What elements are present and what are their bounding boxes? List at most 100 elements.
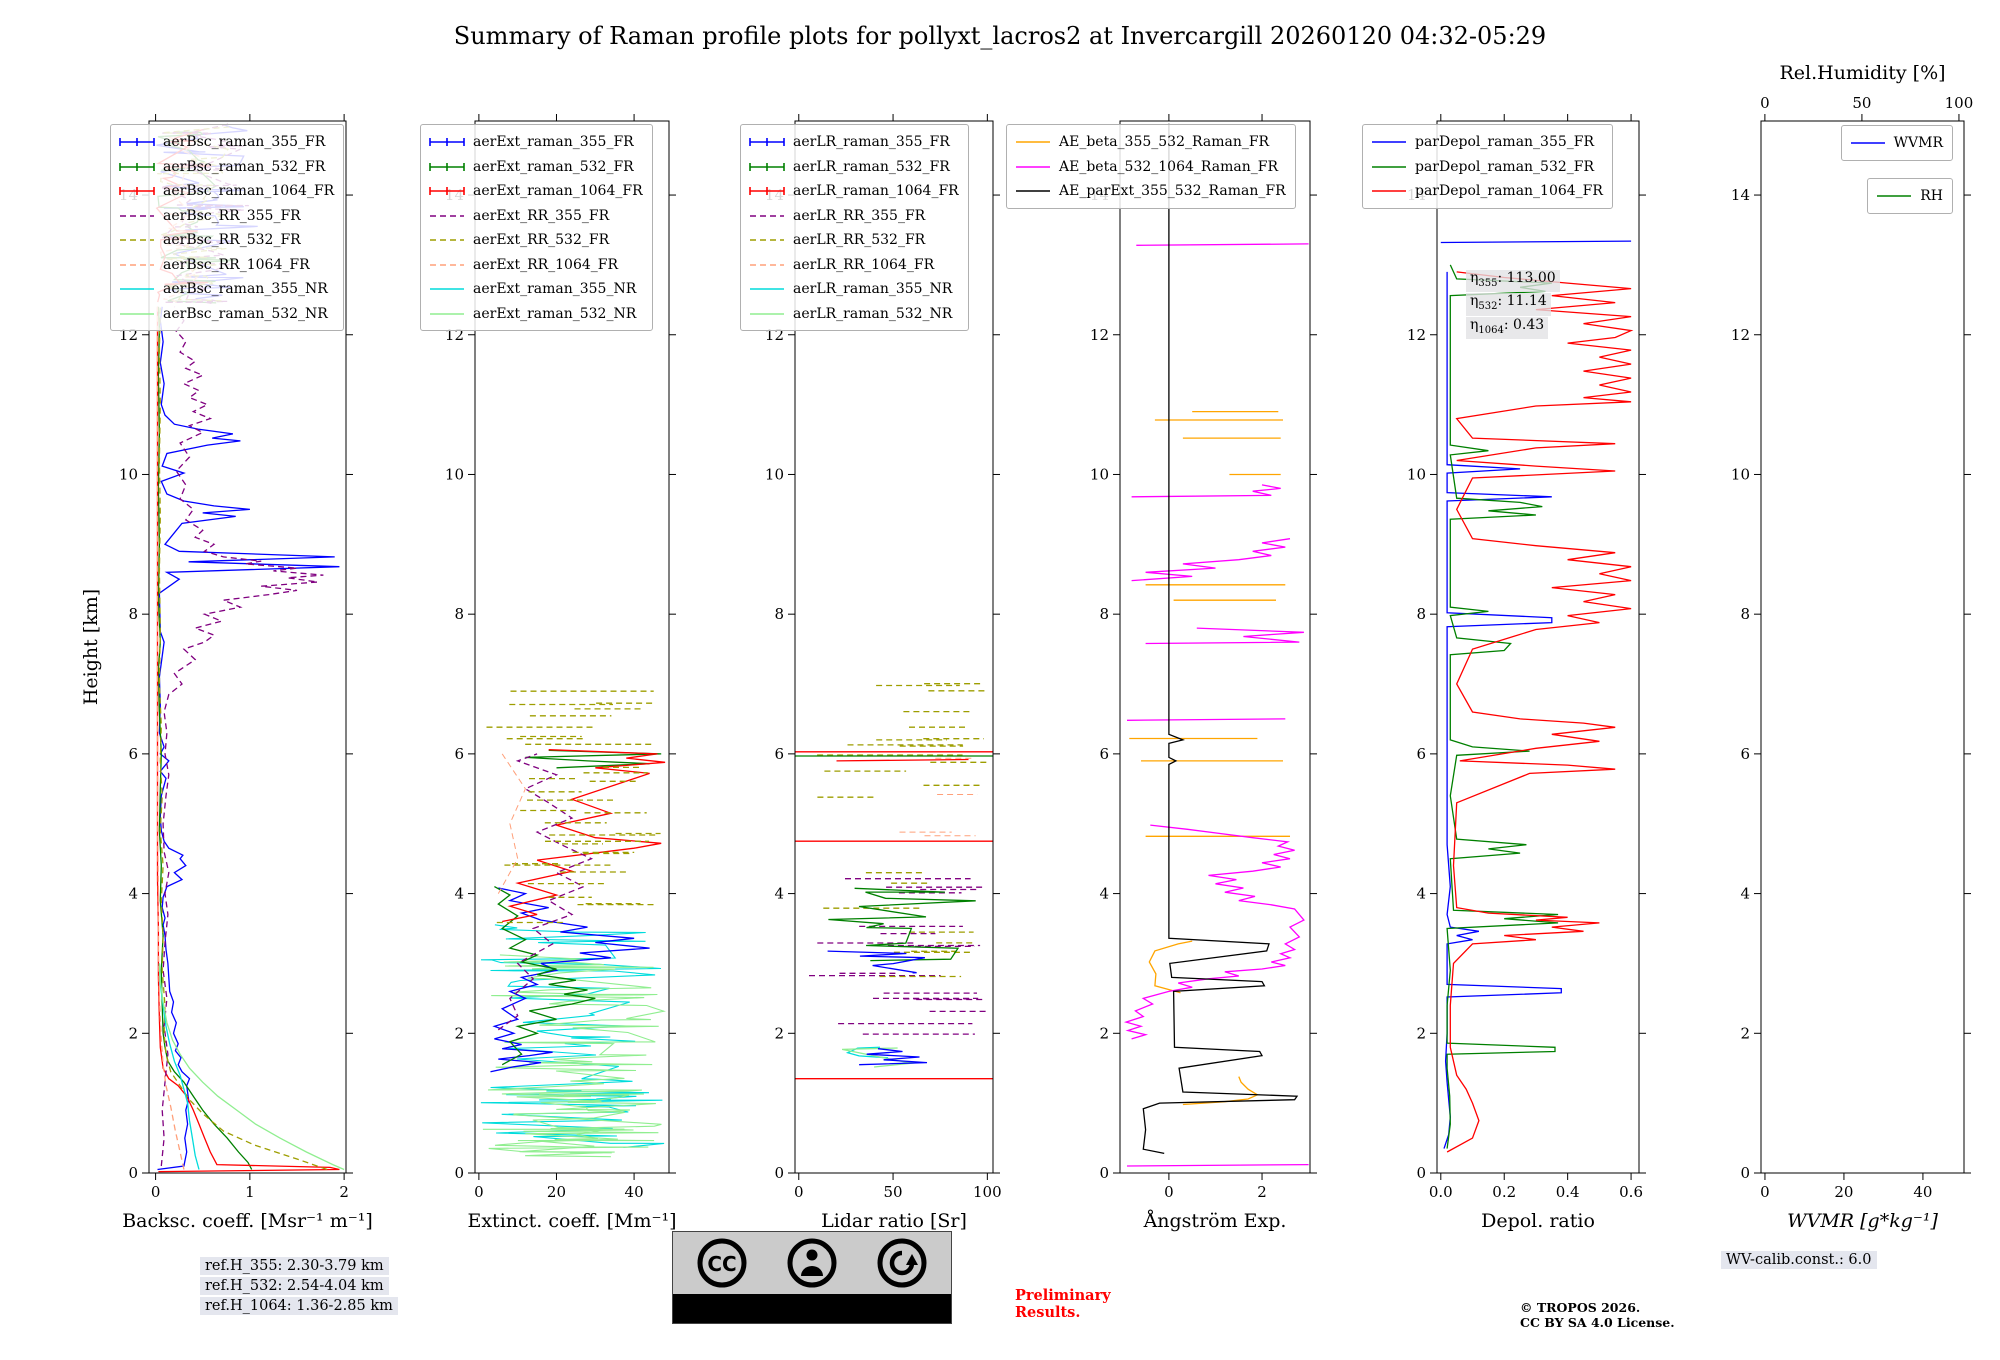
svg-text:0: 0	[1740, 1164, 1750, 1182]
svg-text:0: 0	[774, 1164, 784, 1182]
legend-entry: parDepol_raman_532_FR	[1370, 155, 1603, 180]
legend-line-sample	[1372, 190, 1406, 193]
svg-text:10: 10	[1407, 465, 1426, 483]
svg-text:8: 8	[128, 605, 138, 623]
legend-entry: aerExt_RR_355_FR	[428, 204, 643, 229]
legend-wvmr: RH	[1867, 178, 1953, 214]
svg-text:6: 6	[774, 745, 784, 763]
legend-label: AE_beta_355_532_Raman_FR	[1059, 134, 1270, 151]
svg-text:100: 100	[973, 1183, 1002, 1201]
svg-text:40: 40	[625, 1183, 644, 1201]
legend-lidar-ratio: aerLR_raman_355_FR aerLR_raman_532_FR aerL…	[740, 124, 969, 331]
legend-entry: WVMR	[1849, 131, 1943, 156]
legend-line-sample	[1850, 142, 1885, 145]
svg-text:2: 2	[1257, 1183, 1267, 1201]
legend-wvmr: WVMR	[1840, 125, 1953, 161]
series-aerLR_raman_532_FR	[795, 755, 993, 962]
svg-text:50: 50	[1852, 94, 1871, 112]
series-parDepol_raman_355_FR	[1440, 240, 1632, 1149]
axes-frame	[1119, 120, 1311, 1174]
legend-line-sample	[1372, 141, 1406, 144]
legend-line-sample	[749, 187, 785, 196]
svg-text:8: 8	[1740, 605, 1750, 623]
legend-line-sample	[119, 162, 155, 171]
plot-area-extinction: 0204002468101214Extinct. coeff. [Mm⁻¹]	[445, 114, 677, 1232]
tick-marks	[1113, 114, 1317, 1180]
series-aerExt_raman_532_NR	[482, 954, 666, 1158]
svg-text:20: 20	[1834, 1183, 1853, 1201]
legend-label: aerLR_RR_355_FR	[793, 207, 926, 224]
legend-label: aerExt_raman_532_NR	[473, 305, 637, 322]
cc-license-badge: CC BY SA	[672, 1231, 952, 1328]
legend-entry: parDepol_raman_1064_FR	[1370, 179, 1603, 204]
reference-height-annotation: ref.H_355: 2.30-3.79 km ref.H_532: 2.54-4…	[200, 1257, 398, 1317]
svg-text:4: 4	[1416, 885, 1426, 903]
svg-text:4: 4	[454, 885, 464, 903]
svg-text:10: 10	[119, 465, 138, 483]
axes-frame	[148, 120, 347, 1174]
preliminary-line: Results.	[1015, 1304, 1081, 1321]
legend-label: aerExt_raman_1064_FR	[473, 183, 643, 200]
series-aerLR_RR_532_FR	[817, 683, 988, 978]
ref-height-line: ref.H_355: 2.30-3.79 km	[200, 1257, 389, 1275]
svg-text:6: 6	[454, 745, 464, 763]
cc-sa-label: SA	[890, 1300, 915, 1319]
legend-label: aerLR_raman_355_NR	[793, 281, 953, 298]
svg-text:12: 12	[1090, 326, 1109, 344]
svg-text:4: 4	[774, 885, 784, 903]
panel-wvmr: 0 20 40 0 2 4 6 8 10 12 14 0 50 100 Rel.Humidity [%] WV…	[1677, 36, 1990, 1326]
legend-label: aerExt_raman_355_NR	[473, 281, 637, 298]
svg-text:2: 2	[1416, 1024, 1426, 1042]
legend-label: parDepol_raman_1064_FR	[1415, 183, 1603, 200]
legend-entry: aerBsc_raman_355_NR	[118, 277, 334, 302]
copyright-line: © TROPOS 2026.	[1520, 1300, 1641, 1315]
legend-entry: aerBsc_RR_532_FR	[118, 228, 334, 253]
legend-line-sample	[120, 214, 154, 217]
svg-text:0.0: 0.0	[1429, 1183, 1453, 1201]
tick-labels: 05010002468101214Lidar ratio [Sr]	[765, 186, 1002, 1232]
series-aerLR_raman_532_NR	[841, 1047, 918, 1068]
legend-label: AE_beta_532_1064_Raman_FR	[1059, 158, 1279, 175]
legend-line-sample	[120, 263, 154, 266]
svg-text:1: 1	[245, 1183, 255, 1201]
ref-height-line: ref.H_532: 2.54-4.04 km	[200, 1277, 389, 1295]
legend-line-sample	[1372, 165, 1406, 168]
svg-text:100: 100	[1945, 94, 1974, 112]
legend-label: aerExt_RR_532_FR	[473, 232, 610, 249]
legend-line-sample	[430, 214, 464, 217]
cc-badge-graphic: CC BY SA	[672, 1231, 952, 1324]
legend-entry: aerExt_raman_1064_FR	[428, 179, 643, 204]
svg-text:10: 10	[765, 465, 784, 483]
svg-text:0: 0	[474, 1183, 484, 1201]
series-aerLR_RR_1064_FR	[899, 757, 978, 837]
tick-marks	[1754, 114, 1971, 1180]
series-aerBsc_raman_532_NR	[158, 963, 345, 1171]
wv-calibration-note: WV-calib.const.: 6.0	[1721, 1251, 1877, 1269]
svg-text:10: 10	[445, 465, 464, 483]
legend-line-sample	[749, 138, 785, 147]
cc-by-label: BY	[801, 1300, 824, 1319]
legend-line-sample	[429, 162, 465, 171]
legend-label: aerLR_raman_532_NR	[793, 305, 953, 322]
legend-entry: AE_beta_532_1064_Raman_FR	[1014, 155, 1286, 180]
legend-label: aerBsc_raman_532_FR	[163, 158, 326, 175]
svg-text:CC: CC	[707, 1252, 736, 1276]
svg-text:0: 0	[454, 1164, 464, 1182]
axes-frame	[1436, 120, 1640, 1174]
xlabel-backscatter: Backsc. coeff. [Msr⁻¹ m⁻¹]	[122, 1210, 372, 1232]
legend-entry: aerLR_RR_1064_FR	[748, 253, 959, 278]
legend-entry: aerExt_RR_1064_FR	[428, 253, 643, 278]
badge-bottom-bar	[673, 1294, 951, 1323]
legend-entry: aerLR_raman_532_FR	[748, 155, 959, 180]
series-aerLR_raman_1064_FR	[795, 751, 993, 1080]
tick-labels: 01202468101214Backsc. coeff. [Msr⁻¹ m⁻¹]…	[80, 186, 372, 1232]
svg-text:4: 4	[128, 885, 138, 903]
xlabel-wvmr: WVMR [g*kg⁻¹]	[1787, 1210, 1938, 1232]
panel-angstrom: 0202468101214Ångström Exp.	[1036, 36, 1336, 1326]
legend-line-sample	[430, 312, 464, 315]
legend-label: WVMR	[1893, 135, 1943, 152]
legend-entry: aerLR_raman_355_NR	[748, 277, 959, 302]
svg-text:10: 10	[1731, 465, 1750, 483]
series-aerLR_RR_355_FR	[809, 878, 988, 1035]
copyright-line: CC BY SA 4.0 License.	[1520, 1315, 1675, 1330]
